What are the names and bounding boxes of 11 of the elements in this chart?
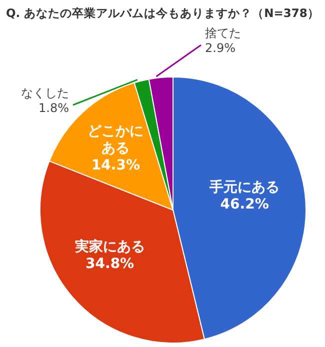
data-label: 1.8% (38, 101, 69, 115)
data-label: 14.3% (91, 157, 140, 174)
chart-title: Q. あなたの卒業アルバムは今もありますか？（N=378） (6, 6, 320, 21)
slice-label: 実家にある (74, 238, 145, 256)
data-label: 34.8% (86, 256, 134, 272)
slice-label: どこかにある (88, 123, 144, 156)
slice-label: 捨てた (205, 26, 241, 40)
slice-label: なくした (21, 86, 69, 100)
data-label: 2.9% (205, 41, 236, 55)
slice-label: 手元にある (208, 178, 280, 196)
data-label: 46.2% (220, 196, 269, 212)
